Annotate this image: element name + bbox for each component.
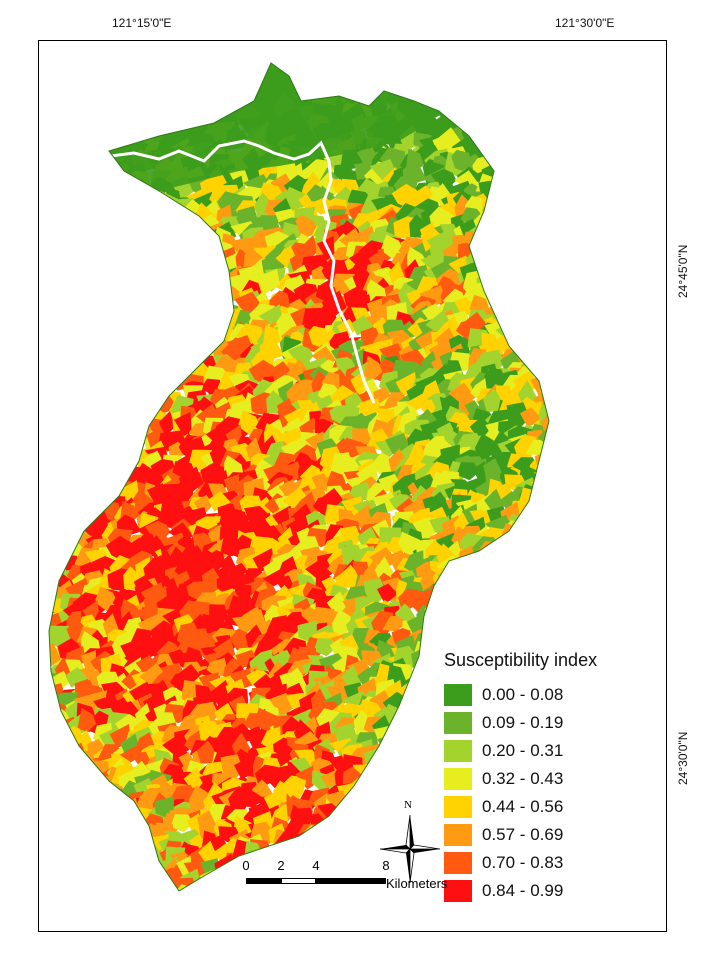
north-letter: N — [404, 799, 412, 811]
legend-item: 0.09 - 0.19 — [444, 709, 644, 737]
legend-label: 0.20 - 0.31 — [482, 741, 564, 760]
legend-label: 0.00 - 0.08 — [482, 685, 564, 704]
legend-swatch — [444, 880, 472, 902]
legend-swatch — [444, 684, 472, 706]
legend-label: 0.32 - 0.43 — [482, 769, 564, 788]
legend: Susceptibility index 0.00 - 0.08 0.09 - … — [444, 650, 644, 905]
north-arrow-icon — [379, 814, 441, 884]
scale-bar: 0 2 4 8 Kilometers — [238, 858, 478, 898]
legend-item: 0.84 - 0.99 — [444, 877, 644, 905]
legend-label: 0.70 - 0.83 — [482, 853, 564, 872]
legend-swatch — [444, 852, 472, 874]
scale-segment — [246, 878, 281, 884]
legend-items: 0.00 - 0.08 0.09 - 0.19 0.20 - 0.31 0.32… — [444, 681, 644, 905]
map-frame — [38, 40, 667, 932]
north-arrow: N — [378, 799, 442, 885]
legend-label: 0.09 - 0.19 — [482, 713, 564, 732]
scale-tick-8: 8 — [382, 858, 390, 873]
river — [110, 139, 376, 404]
latitude-label-north: 24°45'0"N — [676, 244, 690, 298]
basin-outline — [48, 62, 550, 892]
scale-tick-2: 2 — [277, 858, 285, 873]
legend-label: 0.84 - 0.99 — [482, 881, 564, 900]
legend-item: 0.32 - 0.43 — [444, 765, 644, 793]
low-susceptibility-zone — [109, 63, 424, 191]
scale-unit: Kilometers — [386, 876, 448, 891]
legend-swatch — [444, 796, 472, 818]
legend-item: 0.00 - 0.08 — [444, 681, 644, 709]
latitude-label-south: 24°30'0"N — [676, 731, 690, 785]
scale-segment — [281, 878, 316, 884]
legend-item: 0.70 - 0.83 — [444, 849, 644, 877]
legend-item: 0.20 - 0.31 — [444, 737, 644, 765]
longitude-label-west: 121°15'0"E — [112, 16, 172, 30]
legend-swatch — [444, 740, 472, 762]
scale-tick-4: 4 — [312, 858, 320, 873]
legend-label: 0.44 - 0.56 — [482, 797, 564, 816]
legend-item: 0.44 - 0.56 — [444, 793, 644, 821]
legend-title: Susceptibility index — [444, 650, 598, 670]
legend-swatch — [444, 768, 472, 790]
legend-swatch — [444, 824, 472, 846]
legend-swatch — [444, 712, 472, 734]
scale-segment — [316, 878, 386, 884]
susceptibility-map — [48, 62, 550, 892]
legend-item: 0.57 - 0.69 — [444, 821, 644, 849]
legend-label: 0.57 - 0.69 — [482, 825, 564, 844]
longitude-label-east: 121°30'0"E — [555, 16, 615, 30]
scale-tick-0: 0 — [242, 858, 250, 873]
